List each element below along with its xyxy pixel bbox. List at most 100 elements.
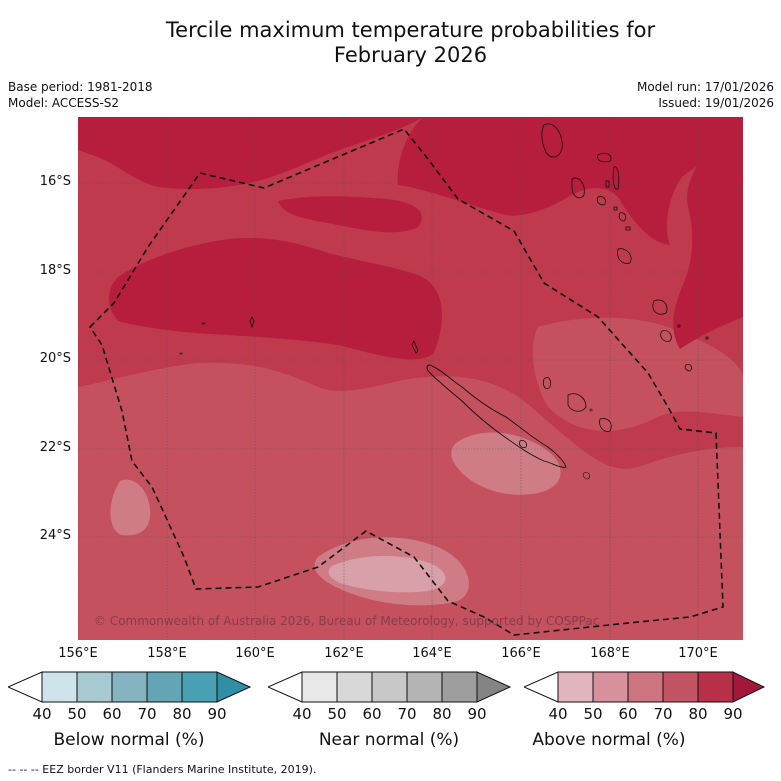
malekula xyxy=(571,177,585,199)
cbar-below-80-90 xyxy=(181,671,218,703)
prob-zone-80-90-northeast xyxy=(397,117,743,245)
cbar-below-50-60 xyxy=(76,671,113,703)
ile-des-pins xyxy=(519,440,527,448)
cbar-near-80-90 xyxy=(441,671,478,703)
copyright-notice: © Commonwealth of Australia 2026, Bureau… xyxy=(94,614,600,628)
pentecost xyxy=(612,166,620,190)
eez-border xyxy=(88,128,724,636)
lat-label-18s: 18°S xyxy=(39,263,71,278)
colorbar-near-label: Near normal (%) xyxy=(318,730,460,750)
cbar-near-60-70 xyxy=(371,671,408,703)
tick-below-40: 40 xyxy=(32,705,52,723)
lon-label-166e: 166°E xyxy=(501,646,541,661)
cbar-below-over xyxy=(216,671,252,703)
cbar-below-under xyxy=(8,671,43,703)
tick-below-90: 90 xyxy=(207,705,227,723)
cbar-below-40-50 xyxy=(41,671,78,703)
tick-above-70: 70 xyxy=(653,705,673,723)
tick-above-40: 40 xyxy=(548,705,568,723)
cbar-above-over xyxy=(732,671,766,703)
colorbar-near-normal xyxy=(268,671,512,703)
epi xyxy=(618,212,627,222)
lat-label-16s: 16°S xyxy=(39,174,71,189)
lon-label-160e: 160°E xyxy=(235,646,275,661)
cbar-near-70-80 xyxy=(406,671,443,703)
tick-near-70: 70 xyxy=(397,705,417,723)
prob-zone-80-90-mid xyxy=(278,196,422,233)
aniwa xyxy=(677,324,681,328)
chart-title: Tercile maximum temperature probabilitie… xyxy=(0,18,781,68)
ambrym xyxy=(596,196,606,206)
tick-near-50: 50 xyxy=(327,705,347,723)
cbar-near-over xyxy=(476,671,512,703)
prob-zone-80-90-far-north xyxy=(478,117,578,136)
prob-zone-50-60-centre xyxy=(451,432,561,495)
cbar-above-60-70 xyxy=(627,671,664,703)
paama xyxy=(613,206,618,211)
tick-near-80: 80 xyxy=(432,705,452,723)
grande-terre-island xyxy=(426,364,567,468)
meta-right: Model run: 17/01/2026 Issued: 19/01/2026 xyxy=(637,79,774,111)
cbar-near-40-50 xyxy=(301,671,338,703)
tanna xyxy=(660,330,672,342)
prob-zone-60-70-south xyxy=(78,362,743,640)
cbar-below-60-70 xyxy=(111,671,148,703)
prob-zone-80-90-west xyxy=(109,237,442,360)
maewo xyxy=(605,180,610,188)
chesterfield-islet-2 xyxy=(179,352,183,355)
chesterfield-islet-3 xyxy=(201,322,206,325)
lon-label-170e: 170°E xyxy=(678,646,718,661)
cbar-above-under xyxy=(524,671,559,703)
prob-zone-50-60-southwest xyxy=(110,479,151,536)
vanuatu-islands xyxy=(541,123,709,372)
colorbar-above-normal xyxy=(524,671,766,703)
tick-below-70: 70 xyxy=(137,705,157,723)
lon-label-168e: 168°E xyxy=(590,646,630,661)
mare-island xyxy=(599,418,612,432)
cbar-above-70-80 xyxy=(662,671,699,703)
base-period: Base period: 1981-2018 xyxy=(8,80,153,94)
tick-above-90: 90 xyxy=(723,705,743,723)
belep-islands xyxy=(411,340,419,354)
tick-below-50: 50 xyxy=(67,705,87,723)
lon-label-156e: 156°E xyxy=(58,646,98,661)
graticule xyxy=(78,117,743,640)
probability-map xyxy=(78,117,743,640)
eez-footnote: -- -- -- EEZ border V11 (Flanders Marine… xyxy=(8,763,317,776)
cbar-above-50-60 xyxy=(592,671,629,703)
prob-zone-40-50-south xyxy=(328,556,446,593)
futuna xyxy=(705,336,709,340)
model-run: Model run: 17/01/2026 xyxy=(636,80,774,94)
lat-label-20s: 20°S xyxy=(39,351,71,366)
cbar-near-under xyxy=(268,671,303,703)
tick-below-60: 60 xyxy=(102,705,122,723)
tick-below-80: 80 xyxy=(172,705,192,723)
cbar-above-40-50 xyxy=(557,671,594,703)
aneityum xyxy=(684,364,693,372)
colorbar-below-label: Below normal (%) xyxy=(53,730,205,750)
tick-above-60: 60 xyxy=(618,705,638,723)
efate xyxy=(617,248,632,264)
lon-label-158e: 158°E xyxy=(147,646,187,661)
meta-left: Base period: 1981-2018 Model: ACCESS-S2 xyxy=(8,79,153,111)
lon-label-164e: 164°E xyxy=(412,646,452,661)
issued-date: Issued: 19/01/2026 xyxy=(658,96,774,110)
tiga-island xyxy=(589,408,593,412)
prob-zone-80-90-north xyxy=(78,117,423,189)
tick-near-60: 60 xyxy=(362,705,382,723)
colorbar-above-label: Above normal (%) xyxy=(532,730,686,750)
espiritu-santo xyxy=(541,123,563,158)
prob-zone-80-90-east xyxy=(673,117,743,349)
lat-label-22s: 22°S xyxy=(39,440,71,455)
title-line-1: Tercile maximum temperature probabilitie… xyxy=(165,18,656,42)
cbar-near-50-60 xyxy=(336,671,373,703)
lon-label-162e: 162°E xyxy=(324,646,364,661)
cbar-above-80-90 xyxy=(697,671,734,703)
tick-above-80: 80 xyxy=(688,705,708,723)
tick-near-90: 90 xyxy=(467,705,487,723)
chesterfield-islet xyxy=(249,316,255,329)
cbar-below-70-80 xyxy=(146,671,183,703)
walpole-island xyxy=(582,472,590,480)
ambae xyxy=(597,153,612,163)
title-line-2: February 2026 xyxy=(333,43,488,67)
